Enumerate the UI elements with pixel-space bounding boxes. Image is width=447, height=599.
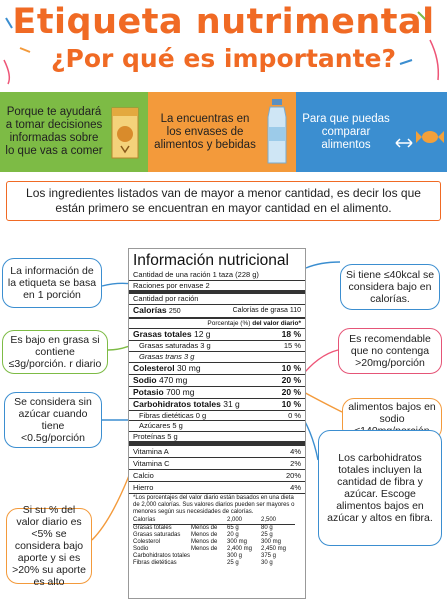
nutrient-percent: 20 % — [281, 386, 301, 397]
compare-candy-icon — [395, 131, 444, 148]
nutrient-label: Potasio 700 mg — [133, 386, 195, 397]
daily-values-row: Grasas totales Menos de 65 g 80 g — [133, 525, 273, 532]
nutrient-percent: 0 % — [288, 410, 301, 420]
daily-values-row: Calorías 2,000 2,500 — [133, 517, 301, 526]
calories-row: Calorías 250 Calorías de grasa 110 — [129, 305, 305, 319]
nutrient-label: Grasas trans 3 g — [139, 351, 195, 361]
daily-value-header: Porcentaje (%) del valor diario* — [129, 319, 305, 330]
vitamin-rows: Vitamina A 4% Vitamina C 2% Calcio 20% Hierro 4… — [129, 446, 305, 495]
band-packages-text: La encuentras en los envases de alimento… — [154, 112, 256, 151]
nutrition-facts-label: Información nutricional Cantidad de una … — [128, 248, 306, 599]
nutrient-row: Colesterol 30 mg 10 % — [129, 363, 305, 375]
nutrient-label: Grasas saturadas 3 g — [139, 341, 211, 351]
band-decisions-text: Porque te ayudará a tomar decisiones inf… — [5, 106, 103, 157]
nutrient-percent: 18 % — [281, 329, 301, 340]
vitamin-row: Hierro 4% — [129, 482, 305, 495]
vitamin-row: Calcio 20% — [129, 470, 305, 483]
nutrient-percent: 10 % — [281, 398, 301, 409]
nutrient-row: Proteínas 5 g — [129, 432, 305, 443]
nutrient-row: Grasas saturadas 3 g 15 % — [129, 341, 305, 352]
band-compare-text: Para que puedas comparar alimentos — [302, 112, 390, 151]
callout-low-fat: Es bajo en grasa si contiene ≤3g/porción… — [2, 330, 108, 374]
band-packages: La encuentras en los envases de alimento… — [148, 92, 296, 172]
ingredients-note: Los ingredientes listados van de mayor a… — [6, 181, 441, 221]
bottle-icon — [267, 99, 287, 164]
nutrient-label: Fibras dietéticas 0 g — [139, 410, 207, 420]
amount-per-serving: Cantidad por ración — [129, 294, 305, 305]
cereal-box-icon — [111, 107, 139, 159]
daily-values-row: Grasas saturadas Menos de 20 g 25 g — [133, 532, 273, 539]
nutrient-label: Colesterol 30 mg — [133, 362, 201, 373]
nutrient-label: Sodio 470 mg — [133, 374, 188, 385]
nutrient-rows: Grasas totales 12 g 18 % Grasas saturadas … — [129, 329, 305, 443]
band-compare: Para que puedas comparar alimentos — [296, 92, 447, 172]
nutrient-label: Carbohidratos totales 31 g — [133, 398, 240, 409]
band-decisions: Porque te ayudará a tomar decisiones inf… — [0, 92, 148, 172]
nutrient-row: Potasio 700 mg 20 % — [129, 387, 305, 399]
callout-cholesterol: Es recomendable que no contenga >20mg/po… — [338, 328, 442, 374]
daily-values-table: Calorías 2,000 2,500 Grasas totales Menos de… — [129, 517, 305, 567]
callout-low-calorie: Si tiene ≤40kcal se considera bajo en ca… — [340, 264, 440, 310]
label-title: Información nutricional — [133, 252, 289, 269]
callout-carbs: Los carbohidratos totales incluyen la ca… — [318, 430, 442, 546]
nutrient-row: Sodio 470 mg 20 % — [129, 375, 305, 387]
nutrient-label: Proteínas 5 g — [133, 431, 178, 441]
nutrient-percent: 10 % — [281, 362, 301, 373]
nutrient-percent: 20 % — [281, 374, 301, 385]
vitamin-row: Vitamina A 4% — [129, 446, 305, 459]
callout-sugar-free: Se considera sin azúcar cuando tiene <0.… — [4, 392, 102, 448]
nutrient-label: Grasas totales 12 g — [133, 329, 211, 340]
nutrient-row: Fibras dietéticas 0 g 0 % — [129, 411, 305, 422]
nutrient-row: Carbohidratos totales 31 g 10 % — [129, 399, 305, 411]
callout-serving: La información de la etiqueta se basa en… — [2, 258, 102, 308]
daily-values-row: Colesterol Menos de 300 mg 300 mg — [133, 539, 282, 546]
nutrient-label: Azúcares 5 g — [139, 421, 183, 431]
page-title: Etiqueta nutrimental — [12, 2, 435, 42]
daily-values-row: Sodio Menos de 2,400 mg 2,450 mg — [133, 546, 287, 553]
footnote: *Los porcentajes del valor diario están … — [133, 495, 295, 516]
servings-per-container: Raciones por envase 2 — [129, 281, 305, 295]
nutrient-row: Grasas trans 3 g — [129, 352, 305, 363]
nutrient-percent: 15 % — [283, 341, 301, 351]
daily-values-row: Fibras dietéticas 25 g 30 g — [133, 560, 273, 567]
nutrient-row: Azúcares 5 g — [129, 421, 305, 432]
callout-daily-value: Si su % del valor diario es <5% se consi… — [6, 504, 92, 588]
page-subtitle: ¿Por qué es importante? — [51, 44, 396, 73]
nutrient-row: Grasas totales 12 g 18 % — [129, 329, 305, 342]
vitamin-row: Vitamina C 2% — [129, 458, 305, 471]
serving-size: Cantidad de una ración 1 taza (228 g) — [129, 270, 305, 281]
daily-values-row: Carbohidratos totales 300 g 375 g — [133, 553, 277, 560]
